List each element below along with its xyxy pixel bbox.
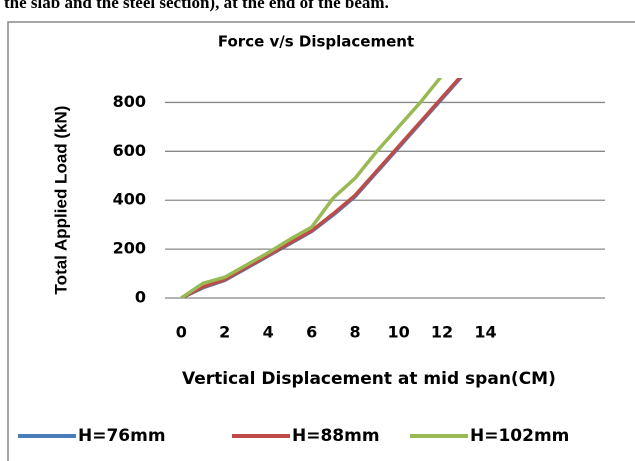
plot-area bbox=[180, 78, 463, 298]
legend-label: H=88mm bbox=[292, 426, 380, 446]
legend-label: H=102mm bbox=[470, 426, 569, 446]
y-tick-label: 0 bbox=[135, 288, 146, 307]
x-tick-label: 8 bbox=[350, 323, 361, 342]
header-text: the slab and the steel section), at the … bbox=[4, 0, 389, 12]
x-tick-label: 0 bbox=[176, 323, 187, 342]
y-tick-label: 800 bbox=[113, 92, 146, 111]
series-line bbox=[180, 78, 462, 298]
x-tick-label: 4 bbox=[263, 323, 274, 342]
chart-frame bbox=[7, 21, 635, 461]
y-axis-label: Total Applied Load (kN) bbox=[51, 106, 70, 295]
series-line bbox=[180, 78, 443, 298]
x-tick-label: 14 bbox=[474, 323, 496, 342]
x-axis-label: Vertical Displacement at mid span(CM) bbox=[182, 369, 556, 389]
x-tick-label: 10 bbox=[387, 323, 409, 342]
x-tick-label: 2 bbox=[219, 323, 230, 342]
y-tick-label: 200 bbox=[113, 239, 146, 258]
grid: 0 200 400 600 800 0 2 4 6 8 10 12 14 bbox=[113, 92, 605, 342]
x-tick-label: 12 bbox=[431, 323, 453, 342]
chart-title: Force v/s Displacement bbox=[218, 33, 414, 51]
y-tick-label: 600 bbox=[113, 141, 146, 160]
legend-label: H=76mm bbox=[78, 426, 166, 446]
legend: H=76mm H=88mm H=102mm bbox=[18, 426, 569, 446]
y-tick-label: 400 bbox=[113, 190, 146, 209]
x-tick-label: 6 bbox=[306, 323, 317, 342]
